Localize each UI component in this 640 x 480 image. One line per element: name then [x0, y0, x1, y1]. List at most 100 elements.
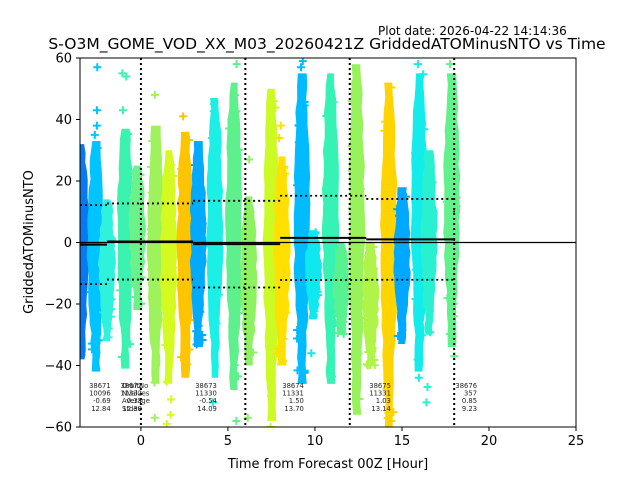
scatter-point-marker — [245, 201, 254, 210]
scatter-point-marker — [146, 225, 155, 234]
scatter-point-marker — [356, 185, 365, 194]
scatter-point-marker — [362, 319, 371, 328]
scatter-point-marker — [189, 203, 198, 212]
scatter-point-marker — [131, 192, 140, 201]
scatter-point-marker — [147, 265, 156, 274]
orbit-stat-value: 11332 — [120, 390, 142, 398]
scatter-point-marker — [298, 321, 307, 330]
scatter-point-marker — [117, 352, 126, 361]
scatter-point-marker — [422, 199, 431, 208]
scatter-point-marker — [106, 242, 115, 251]
scatter-point-marker — [348, 166, 357, 175]
scatter-series-stripe — [239, 155, 258, 422]
x-axis-ticks: 0 5 10 15 20 25 — [137, 427, 584, 449]
scatter-point-marker — [300, 101, 309, 110]
scatter-point-marker — [425, 307, 434, 316]
scatter-point-marker — [91, 257, 100, 266]
scatter-point-marker — [411, 149, 420, 158]
scatter-point-marker — [194, 321, 203, 330]
scatter-series-stripe — [293, 58, 311, 384]
scatter-point-marker — [146, 162, 155, 171]
scatter-outlier-marker — [307, 349, 316, 358]
scatter-point-marker — [325, 125, 334, 134]
orbit-stat-value: 10096 — [89, 390, 111, 398]
scatter-point-marker — [411, 216, 420, 225]
scatter-point-marker — [227, 115, 236, 124]
scatter-point-marker — [178, 282, 187, 291]
scatter-point-marker — [106, 296, 115, 305]
orbit-stat-value: 14.09 — [197, 405, 216, 413]
scatter-point-marker — [447, 328, 456, 337]
scatter-point-marker — [89, 311, 98, 320]
scatter-point-marker — [72, 212, 80, 220]
scatter-point-marker — [207, 134, 216, 143]
orbit-stat-value: 13.70 — [284, 405, 303, 413]
scatter-point-marker — [267, 392, 276, 401]
scatter-point-marker — [122, 128, 131, 137]
scatter-point-marker — [277, 310, 286, 319]
scatter-point-marker — [446, 330, 455, 339]
scatter-outlier-marker — [365, 339, 374, 348]
scatter-point-marker — [232, 195, 241, 204]
scatter-point-marker — [198, 331, 207, 340]
scatter-series-stripe — [393, 187, 411, 344]
scatter-point-marker — [413, 175, 422, 184]
scatter-outlier-marker — [135, 300, 144, 308]
scatter-point-marker — [192, 327, 201, 336]
scatter-point-marker — [169, 171, 178, 180]
scatter-point-marker — [162, 377, 171, 386]
scatter-point-marker — [183, 360, 192, 369]
scatter-point-marker — [364, 244, 373, 253]
scatter-point-marker — [308, 301, 317, 310]
scatter-point-marker — [334, 294, 343, 303]
scatter-outlier-marker — [266, 423, 275, 427]
orbit-stat-label: OrbitNo — [122, 382, 148, 390]
orbit-stat-value: 13.14 — [371, 405, 390, 413]
scatter-point-marker — [419, 70, 428, 79]
scatter-point-marker — [366, 258, 375, 267]
scatter-point-marker — [246, 217, 255, 226]
scatter-point-marker — [211, 303, 220, 312]
y-tick-label: −60 — [45, 421, 72, 436]
scatter-point-marker — [411, 295, 420, 304]
scatter-point-marker — [369, 242, 378, 251]
scatter-point-marker — [161, 341, 170, 350]
scatter-point-marker — [195, 282, 204, 291]
scatter-point-marker — [322, 112, 331, 121]
scatter-point-marker — [248, 299, 257, 308]
scatter-point-marker — [452, 202, 461, 211]
scatter-point-marker — [166, 161, 175, 170]
scatter-point-marker — [452, 193, 461, 202]
scatter-outlier-marker — [422, 398, 431, 407]
scatter-point-marker — [265, 273, 274, 282]
scatter-point-marker — [86, 288, 95, 297]
scatter-point-marker — [119, 174, 128, 183]
y-tick-label: 40 — [55, 113, 72, 128]
orbit-stat-value: -0.69 — [93, 397, 111, 405]
scatter-outlier-marker — [150, 90, 159, 99]
scatter-series-stripe — [361, 242, 380, 370]
scatter-stripe-body — [321, 73, 340, 384]
scatter-outlier-marker — [232, 416, 241, 425]
scatter-point-marker — [232, 145, 241, 154]
scatter-stripe-body — [348, 64, 366, 415]
scatter-point-marker — [269, 97, 278, 106]
scatter-point-marker — [177, 353, 186, 362]
scatter-point-marker — [195, 290, 204, 299]
scatter-point-marker — [426, 227, 435, 236]
scatter-point-marker — [106, 262, 115, 271]
scatter-point-marker — [232, 107, 241, 116]
orbit-stat-value: 38671 — [89, 382, 111, 390]
scatter-point-marker — [383, 254, 392, 263]
scatter-point-marker — [105, 208, 114, 217]
scatter-point-marker — [329, 140, 338, 149]
scatter-point-marker — [148, 136, 157, 145]
scatter-point-marker — [249, 348, 258, 357]
scatter-point-marker — [444, 176, 453, 185]
scatter-point-marker — [269, 154, 278, 163]
scatter-outlier-marker — [90, 130, 99, 139]
scatter-point-marker — [398, 266, 407, 275]
scatter-outlier-marker — [179, 112, 188, 121]
scatter-point-marker — [325, 237, 334, 246]
